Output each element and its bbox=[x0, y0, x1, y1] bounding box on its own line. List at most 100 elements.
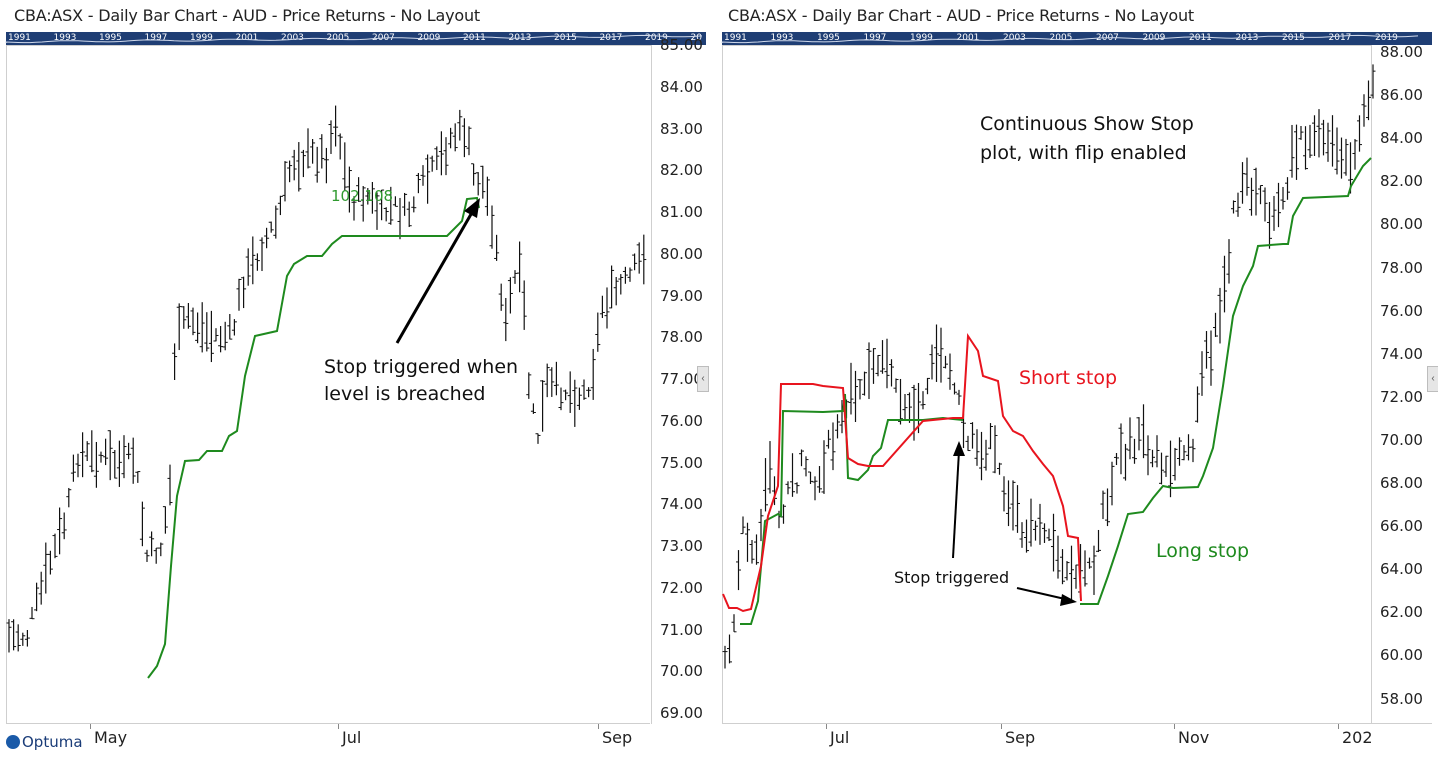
navigator-year: 2011 bbox=[463, 33, 486, 43]
price-chart-area[interactable] bbox=[6, 45, 652, 724]
y-tick-label: 81.00 bbox=[660, 203, 703, 221]
y-tick-label: 76.00 bbox=[1380, 301, 1423, 320]
x-tick-label: Jul bbox=[342, 728, 362, 747]
annotation-line-1: Stop triggered when bbox=[324, 356, 519, 378]
y-tick-label: 62.00 bbox=[1380, 603, 1423, 622]
navigator-price-path bbox=[5, 34, 703, 44]
y-tick-label: 71.00 bbox=[660, 620, 703, 639]
y-tick-label: 77.00 bbox=[660, 370, 703, 388]
x-tick-mark bbox=[826, 724, 827, 729]
y-tick-label: 80.00 bbox=[1380, 215, 1423, 234]
navigator-year: 1997 bbox=[863, 33, 887, 43]
navigator-year: 2015 bbox=[1282, 33, 1305, 43]
date-axis[interactable]: May Jul Sep bbox=[6, 723, 650, 752]
navigator-year: 2009 bbox=[417, 33, 441, 43]
long-stop-line bbox=[740, 393, 964, 625]
x-tick-label: 202 bbox=[1342, 728, 1373, 747]
stop-triggered-label: Stop triggered bbox=[894, 568, 1010, 587]
x-tick-label: May bbox=[94, 728, 128, 747]
navigator-year: 1999 bbox=[190, 33, 213, 43]
y-tick-label: 85.00 bbox=[660, 36, 703, 54]
y-tick-label: 75.00 bbox=[660, 453, 703, 472]
y-tick-label: 88.00 bbox=[1380, 43, 1423, 61]
y-tick-label: 60.00 bbox=[1380, 646, 1423, 665]
x-tick-mark bbox=[90, 724, 91, 729]
navigator-year: 1993 bbox=[53, 33, 77, 43]
navigator-year: 2017 bbox=[599, 33, 623, 43]
stop-annotation: Stop triggered when level is breached bbox=[324, 354, 518, 408]
y-tick-label: 78.00 bbox=[1380, 258, 1423, 277]
y-tick-label: 68.00 bbox=[1380, 474, 1423, 492]
navigator-year: 1991 bbox=[8, 33, 31, 43]
y-tick-label: 80.00 bbox=[660, 244, 703, 263]
navigator-year: 2017 bbox=[1328, 33, 1352, 43]
x-tick-mark bbox=[338, 724, 339, 729]
y-tick-label: 84.00 bbox=[660, 77, 703, 96]
y-tick-label: 84.00 bbox=[1380, 129, 1423, 148]
y-tick-label: 58.00 bbox=[1380, 689, 1423, 708]
y-tick-label: 79.00 bbox=[660, 286, 703, 305]
stop-triggered-arrow-1 bbox=[952, 450, 960, 559]
right-chart-pane: CBA:ASX - Daily Bar Chart - AUD - Price … bbox=[718, 0, 1438, 757]
x-tick-mark bbox=[598, 724, 599, 729]
optuma-logo: Optuma bbox=[6, 733, 83, 751]
navigator-year: 1993 bbox=[770, 33, 794, 43]
chart-title: CBA:ASX - Daily Bar Chart - AUD - Price … bbox=[728, 6, 1194, 25]
navigator-year: 2005 bbox=[1049, 33, 1073, 43]
navigator-year: 2001 bbox=[235, 33, 259, 43]
date-navigator[interactable]: 1991 1993 1995 1997 1999 2001 2003 2005 2007 2009… bbox=[5, 32, 706, 45]
y-tick-label: 69.00 bbox=[660, 704, 703, 722]
x-tick-label: Jul bbox=[830, 728, 850, 747]
x-tick-label: Sep bbox=[1005, 728, 1036, 747]
navigator-year: 2005 bbox=[326, 33, 350, 43]
annotation-line-1: Continuous Show Stop bbox=[980, 113, 1194, 135]
navigator-price-path bbox=[721, 34, 1419, 44]
long-stop-line bbox=[147, 196, 480, 679]
navigator-year: 1991 bbox=[724, 33, 747, 43]
price-chart-area[interactable] bbox=[722, 45, 1376, 724]
x-tick-mark bbox=[1338, 724, 1339, 729]
navigator-year: 1999 bbox=[910, 33, 933, 43]
short-stop-line bbox=[722, 332, 1082, 613]
y-tick-label: 83.00 bbox=[660, 119, 703, 138]
y-tick-label: 70.00 bbox=[1380, 430, 1423, 449]
navigator-price-line bbox=[721, 34, 1419, 44]
collapse-handle[interactable]: ‹ bbox=[1427, 366, 1438, 392]
price-chart-svg bbox=[6, 105, 647, 679]
navigator-year: 2003 bbox=[1003, 33, 1026, 43]
collapse-handle[interactable]: ‹ bbox=[697, 366, 709, 392]
y-tick-label: 74.00 bbox=[1380, 344, 1423, 363]
long-stop-label: Long stop bbox=[1156, 540, 1250, 562]
price-chart-svg bbox=[722, 64, 1376, 669]
price-axis[interactable]: 85.00 84.00 83.00 82.00 81.00 80.00 79.00 78.00… bbox=[650, 36, 710, 723]
navigator-year: 1995 bbox=[817, 33, 840, 43]
navigator-year: 1995 bbox=[99, 33, 122, 43]
y-tick-label: 82.00 bbox=[660, 161, 703, 180]
left-chart-pane: CBA:ASX - Daily Bar Chart - AUD - Price … bbox=[0, 0, 714, 757]
stop-value-label: 102.108 bbox=[331, 187, 394, 205]
y-tick-label: 72.00 bbox=[660, 578, 703, 597]
navigator-price-line bbox=[5, 34, 703, 44]
navigator-year: 2011 bbox=[1189, 33, 1212, 43]
navigator-year: 2019 bbox=[645, 33, 668, 43]
navigator-year: 2003 bbox=[281, 33, 304, 43]
y-tick-label: 70.00 bbox=[660, 662, 703, 681]
y-tick-label: 64.00 bbox=[1380, 560, 1423, 579]
date-navigator[interactable]: 1991 1993 1995 1997 1999 2001 2003 2005 2007 2009… bbox=[721, 32, 1432, 45]
price-axis[interactable]: 88.00 86.00 84.00 82.00 80.00 78.00 76.00 74.00… bbox=[1370, 43, 1434, 723]
y-tick-label: 82.00 bbox=[1380, 172, 1423, 191]
short-stop-label: Short stop bbox=[1019, 367, 1118, 389]
y-tick-label: 66.00 bbox=[1380, 517, 1423, 536]
annotation-arrow-head bbox=[464, 198, 480, 218]
long-stop-line bbox=[1080, 157, 1372, 605]
navigator-year: 2001 bbox=[956, 33, 980, 43]
price-bars bbox=[6, 105, 647, 653]
stop-triggered-arrow-2-head bbox=[1060, 594, 1077, 606]
x-tick-label: Nov bbox=[1178, 728, 1210, 747]
date-axis[interactable]: Jul Sep Nov 202 bbox=[722, 723, 1432, 752]
navigator-year: 20 bbox=[690, 33, 702, 43]
stop-triggered-arrow-2 bbox=[1016, 587, 1066, 600]
x-tick-label: Sep bbox=[602, 728, 633, 747]
chart-title: CBA:ASX - Daily Bar Chart - AUD - Price … bbox=[14, 6, 480, 25]
x-tick-mark bbox=[1174, 724, 1175, 729]
